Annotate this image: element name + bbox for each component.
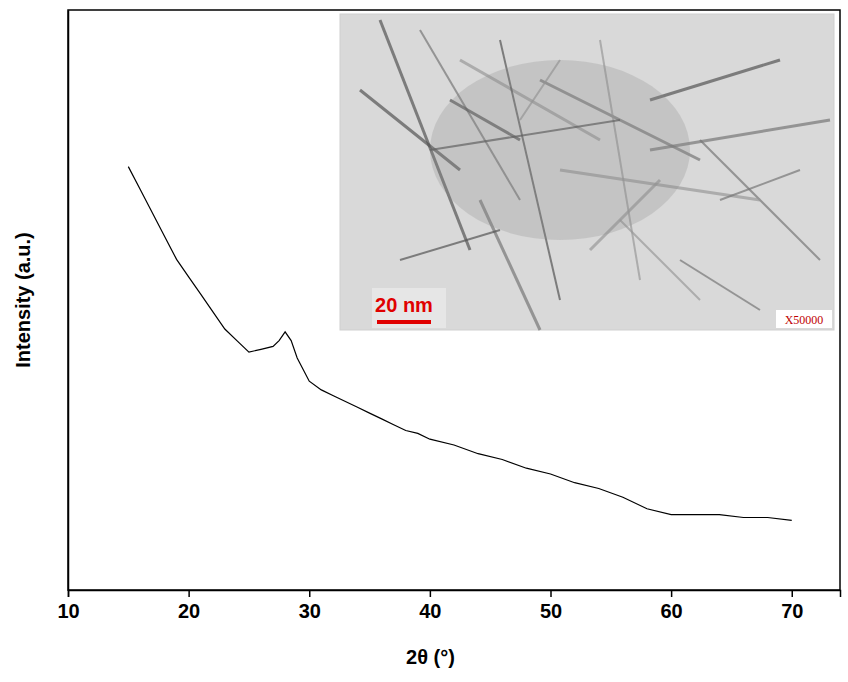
inset: 20 nm X50000 bbox=[340, 14, 834, 330]
tem-texture bbox=[360, 20, 830, 330]
x-tick-mark bbox=[430, 590, 432, 597]
x-axis-title: 2θ (°) bbox=[406, 646, 455, 668]
x-tick-mark bbox=[68, 590, 70, 597]
tem-fiber bbox=[650, 60, 780, 100]
x-tick: 70 bbox=[781, 590, 803, 622]
x-tick: 60 bbox=[661, 590, 683, 622]
scale-bar-bg bbox=[372, 288, 446, 328]
x-tick: 40 bbox=[419, 590, 441, 622]
x-axis: 10 20 30 40 50 60 70 bbox=[57, 590, 840, 622]
x-tick-mark bbox=[188, 590, 190, 597]
magnification-bg bbox=[776, 310, 832, 328]
scale-bar bbox=[377, 320, 431, 324]
x-tick-mark bbox=[671, 590, 673, 597]
x-tick-label: 20 bbox=[178, 600, 200, 622]
x-tick: 50 bbox=[540, 590, 562, 622]
x-tick-label: 70 bbox=[781, 600, 803, 622]
tem-fiber bbox=[400, 230, 500, 260]
scale-bar-label: 20 nm bbox=[375, 294, 433, 316]
tem-fiber bbox=[680, 260, 760, 310]
y-axis bbox=[68, 11, 69, 591]
x-tick-label: 50 bbox=[540, 600, 562, 622]
tem-fiber bbox=[620, 220, 700, 300]
tem-cluster bbox=[430, 60, 690, 240]
x-tick-mark bbox=[309, 590, 311, 597]
x-tick-label: 10 bbox=[57, 600, 79, 622]
y-axis-title: Intensity (a.u.) bbox=[12, 232, 34, 368]
x-axis-line bbox=[69, 591, 841, 598]
x-tick: 10 bbox=[57, 590, 79, 622]
chart: 10 20 30 40 50 60 70 2θ (°) Intensity (a.u.) 20 n… bbox=[0, 0, 848, 682]
x-tick-label: 40 bbox=[419, 600, 441, 622]
plot-frame bbox=[68, 10, 840, 590]
x-tick-label: 30 bbox=[299, 600, 321, 622]
x-tick: 30 bbox=[299, 590, 321, 622]
x-tick-mark bbox=[550, 590, 552, 597]
x-tick-mark bbox=[792, 590, 794, 597]
magnification-label: X50000 bbox=[785, 313, 824, 327]
tem-fiber bbox=[720, 170, 800, 200]
tem-image bbox=[340, 14, 834, 330]
x-tick: 20 bbox=[178, 590, 200, 622]
y-axis-line bbox=[68, 11, 70, 591]
x-tick-label: 60 bbox=[661, 600, 683, 622]
